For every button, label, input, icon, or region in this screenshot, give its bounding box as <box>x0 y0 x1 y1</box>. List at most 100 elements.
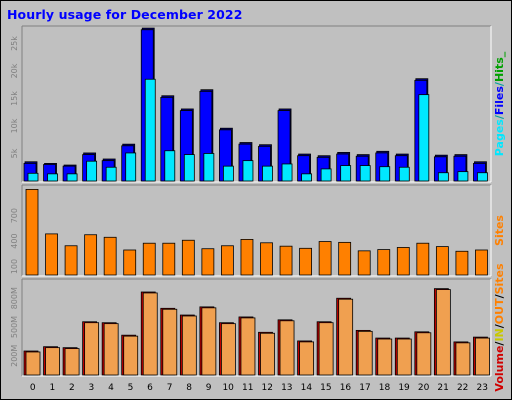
volume-out-bar <box>338 298 354 376</box>
sites-bar <box>84 234 98 276</box>
bottom-ytick-label: 500M <box>10 316 19 338</box>
volume-out-bar <box>396 338 412 376</box>
x-tick-label: 14 <box>301 383 313 393</box>
x-tick-label: 18 <box>379 383 391 393</box>
volume-out-bar <box>357 330 373 376</box>
pages-bar <box>301 173 312 182</box>
bottom-series-label-part: Sites <box>493 263 506 294</box>
x-tick-label: 8 <box>186 383 192 393</box>
x-tick-label: 6 <box>147 383 153 393</box>
pages-bar <box>105 166 117 182</box>
sites-bar <box>279 245 293 276</box>
x-tick-label: 2 <box>69 383 75 393</box>
pages-bar <box>223 165 234 182</box>
bottom-series-label-part: / <box>493 323 506 328</box>
volume-out-bar <box>260 332 275 376</box>
volume-out-bar <box>181 315 197 376</box>
middle-ytick-label: 700 <box>10 208 19 223</box>
middle-series-label: Sites <box>493 215 506 246</box>
pages-bar <box>418 94 430 182</box>
pages-bar <box>86 160 98 182</box>
volume-out-bar <box>279 320 295 376</box>
chart-title: Hourly usage for December 2022 <box>7 7 243 22</box>
x-tick-label: 23 <box>477 383 488 393</box>
x-tick-label: 20 <box>418 383 430 393</box>
middle-series-label-part: Sites <box>493 215 506 246</box>
sites-bar <box>260 242 273 276</box>
x-tick-label: 10 <box>222 383 234 393</box>
volume-out-bar <box>299 341 314 376</box>
sites-bar <box>299 247 312 276</box>
pages-bar <box>262 165 273 182</box>
sites-bar <box>240 238 254 276</box>
volume-out-bar <box>435 289 451 376</box>
bottom-series-label-part: Volume <box>493 346 506 392</box>
x-tick-label: 17 <box>359 383 370 393</box>
pages-bar <box>242 160 254 182</box>
volume-out-bar <box>240 317 256 376</box>
volume-out-bar <box>455 342 471 376</box>
sites-bar <box>64 245 78 276</box>
volume-out-bar <box>45 347 60 376</box>
sites-bar <box>123 249 137 276</box>
pages-bar <box>144 78 156 182</box>
volume-out-bar <box>377 338 393 376</box>
volume-out-bar <box>142 292 158 376</box>
top-ytick-label: 15k <box>10 91 19 106</box>
bottom-series-label-part: / <box>493 341 506 346</box>
x-tick-label: 22 <box>457 383 468 393</box>
volume-out-bar <box>64 348 80 376</box>
sites-bar <box>45 233 58 276</box>
pages-bar <box>340 165 352 182</box>
x-tick-label: 7 <box>167 383 173 393</box>
volume-out-bar <box>84 322 100 376</box>
sites-bar <box>377 249 391 276</box>
top-ytick-label: 20k <box>10 63 19 78</box>
top-series-label-part: _ <box>493 51 506 57</box>
volume-out-bar <box>201 307 217 376</box>
bottom-series-label-part: IN <box>493 328 506 341</box>
top-series-label-part: Pages <box>493 119 506 157</box>
volume-out-bar <box>318 322 334 376</box>
volume-out-bar <box>475 337 490 376</box>
sites-bar <box>221 245 234 276</box>
top-panel-bg <box>22 26 491 182</box>
x-tick-label: 0 <box>30 383 36 393</box>
x-tick-label: 4 <box>108 383 114 393</box>
sites-bar <box>318 241 332 276</box>
pages-bar <box>457 171 469 182</box>
sites-bar <box>201 248 215 276</box>
pages-bar <box>320 168 332 182</box>
volume-out-bar <box>221 323 236 376</box>
volume-out-bar <box>25 351 41 376</box>
pages-bar <box>66 173 78 182</box>
x-tick-label: 1 <box>49 383 55 393</box>
pages-bar <box>398 166 410 182</box>
sites-bar <box>357 250 371 276</box>
sites-bar <box>396 247 410 276</box>
pages-bar <box>47 173 58 182</box>
x-tick-label: 12 <box>262 383 273 393</box>
pages-bar <box>437 172 449 182</box>
pages-bar <box>359 165 371 182</box>
x-tick-label: 11 <box>242 383 253 393</box>
sites-bar <box>181 239 195 276</box>
top-series-label-part: / <box>493 114 506 119</box>
sites-bar <box>142 242 156 276</box>
top-series-label-part: / <box>493 81 506 86</box>
middle-ytick-label: 100 <box>10 259 19 274</box>
sites-bar <box>475 249 488 276</box>
x-tick-label: 3 <box>89 383 95 393</box>
bottom-series-label-part: OUT <box>493 298 506 324</box>
x-tick-label: 21 <box>437 383 448 393</box>
middle-panel-bg <box>22 185 491 276</box>
sites-bar <box>338 241 352 276</box>
sites-bar <box>103 236 117 276</box>
bottom-panel-bg <box>22 279 491 376</box>
x-tick-label: 13 <box>281 383 292 393</box>
bottom-series-label: Volume/IN/OUT/Sites <box>493 263 506 392</box>
volume-out-bar <box>162 308 178 376</box>
x-tick-label: 9 <box>206 383 212 393</box>
x-tick-label: 19 <box>398 383 410 393</box>
